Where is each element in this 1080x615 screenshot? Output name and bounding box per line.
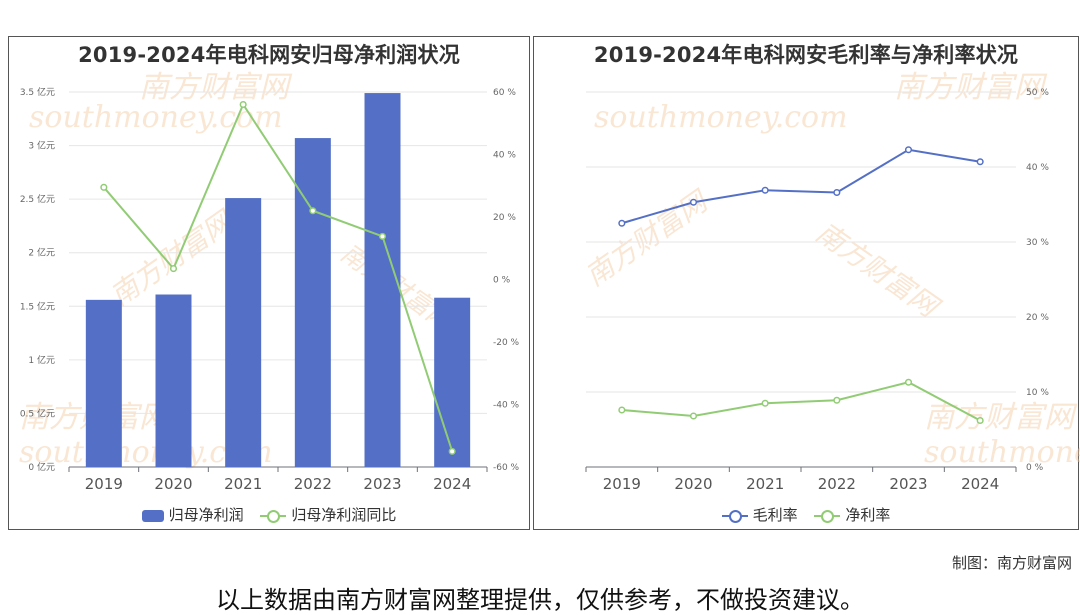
point-net-profit-yoy <box>239 100 247 109</box>
point-gross-margin <box>761 186 769 194</box>
chart-legend: 归母净利润 归母净利润同比 <box>9 504 529 525</box>
point-net-profit-yoy <box>448 447 456 455</box>
point-net-margin <box>689 412 698 420</box>
disclaimer: 以上数据由南方财富网整理提供，仅供参考，不做投资建议。 <box>216 586 864 614</box>
watermark-text: southmoney.com <box>924 435 1080 470</box>
y-tick-label-right: 0 % <box>493 276 511 286</box>
x-tick-label: 2023 <box>889 475 927 493</box>
point-net-margin <box>618 406 626 414</box>
legend-item-net-margin[interactable]: 净利率 <box>814 504 890 525</box>
legend-swatch-line <box>721 509 748 523</box>
legend-item-net-profit[interactable]: 归母净利润 <box>141 504 244 525</box>
y-tick-label-right: 60 % <box>493 88 516 98</box>
y-tick-label-right: 40 % <box>493 151 516 161</box>
legend-swatch-line <box>260 509 287 523</box>
x-tick-label: 2020 <box>154 475 192 493</box>
point-net-margin <box>761 399 769 407</box>
legend-item-gross-margin[interactable]: 毛利率 <box>721 504 798 525</box>
point-net-profit-yoy <box>100 183 108 191</box>
x-tick-label: 2021 <box>746 475 784 493</box>
y-tick-label-right: -60 % <box>493 463 520 473</box>
point-gross-margin <box>618 219 626 227</box>
watermark-text: 南方财富网 <box>139 70 293 105</box>
net-profit-chart: 南方财富网southmoney.com南方财富网南方财富网南方财富网southm… <box>19 70 520 493</box>
x-tick-label: 2019 <box>85 475 123 493</box>
point-net-margin <box>976 416 984 425</box>
chart-credit: 制图：南方财富网 <box>951 554 1072 572</box>
watermark-text: southmoney.com <box>594 100 848 135</box>
bar-net-profit <box>364 93 401 468</box>
y-tick-label-left: 1 亿元 <box>28 354 55 366</box>
point-net-margin <box>904 378 913 386</box>
bar-net-profit <box>85 299 122 467</box>
line-gross-margin <box>621 148 981 225</box>
bar-net-profit <box>434 297 471 467</box>
y-tick-label-left: 2.5 亿元 <box>20 193 55 205</box>
bar-net-profit <box>294 138 331 468</box>
x-tick-label: 2024 <box>433 475 471 493</box>
legend-item-net-profit-yoy[interactable]: 归母净利润同比 <box>260 504 396 525</box>
point-net-margin <box>833 396 841 404</box>
y-tick-label-left: 2 亿元 <box>28 247 55 259</box>
point-net-profit-yoy <box>169 265 178 273</box>
chart-title: 2019-2024年电科网安归母净利润状况 <box>78 43 460 67</box>
y-tick-label-right: 20 % <box>493 213 516 223</box>
y-tick-label-left: 0.5 亿元 <box>20 407 55 419</box>
y-tick-label-left: 3 亿元 <box>28 140 55 152</box>
x-tick-label: 2021 <box>224 475 262 493</box>
legend-swatch-bar <box>141 509 164 522</box>
legend-label: 毛利率 <box>752 506 798 524</box>
x-tick-label: 2024 <box>961 475 999 493</box>
y-tick-label-right: 0 % <box>1026 463 1044 473</box>
y-tick-label-right: 20 % <box>1026 313 1049 323</box>
x-tick-label: 2023 <box>363 475 401 493</box>
y-tick-label-right: 50 % <box>1026 88 1049 98</box>
line-net-margin <box>621 381 981 422</box>
chart-title: 2019-2024年电科网安毛利率与净利率状况 <box>593 43 1019 67</box>
y-tick-label-right: 40 % <box>1026 163 1049 173</box>
point-gross-margin <box>976 158 984 166</box>
y-tick-label-left: 3.5 亿元 <box>20 86 55 98</box>
line-net-profit-yoy <box>103 102 454 452</box>
y-tick-label-right: 30 % <box>1026 238 1049 248</box>
legend-label: 归母净利润 <box>168 506 244 524</box>
y-tick-label-left: 1.5 亿元 <box>20 300 55 312</box>
y-tick-label-right: -40 % <box>493 401 520 411</box>
x-tick-label: 2022 <box>294 475 332 493</box>
bar-net-profit <box>225 198 262 468</box>
point-net-profit-yoy <box>378 232 387 240</box>
x-tick-label: 2019 <box>603 475 641 493</box>
legend-label: 归母净利润同比 <box>291 506 397 524</box>
watermark-text: 南方财富网 <box>810 216 947 326</box>
chart-legend: 毛利率 净利率 <box>534 504 1078 525</box>
y-tick-label-left: 0 亿元 <box>28 461 55 473</box>
x-tick-label: 2020 <box>674 475 712 493</box>
y-tick-label-right: 10 % <box>1026 388 1049 398</box>
watermark-text: 南方财富网 <box>894 70 1048 105</box>
point-gross-margin <box>689 198 698 206</box>
point-gross-margin <box>833 188 841 197</box>
x-tick-label: 2022 <box>818 475 856 493</box>
point-gross-margin <box>904 146 913 154</box>
watermark-text: 南方财富网 <box>924 400 1078 435</box>
point-net-profit-yoy <box>309 207 317 215</box>
legend-swatch-line <box>814 509 841 523</box>
y-tick-label-right: -20 % <box>493 338 520 348</box>
bar-net-profit <box>155 294 192 467</box>
legend-label: 净利率 <box>845 506 891 524</box>
margin-chart-panel: 2019-2024年电科网安毛利率与净利率状况 南方财富网 southmoney.… <box>533 36 1080 530</box>
net-profit-chart-panel: 2019-2024年电科网安归母净利润状况 南方财富网 southmoney.co… <box>8 36 530 530</box>
